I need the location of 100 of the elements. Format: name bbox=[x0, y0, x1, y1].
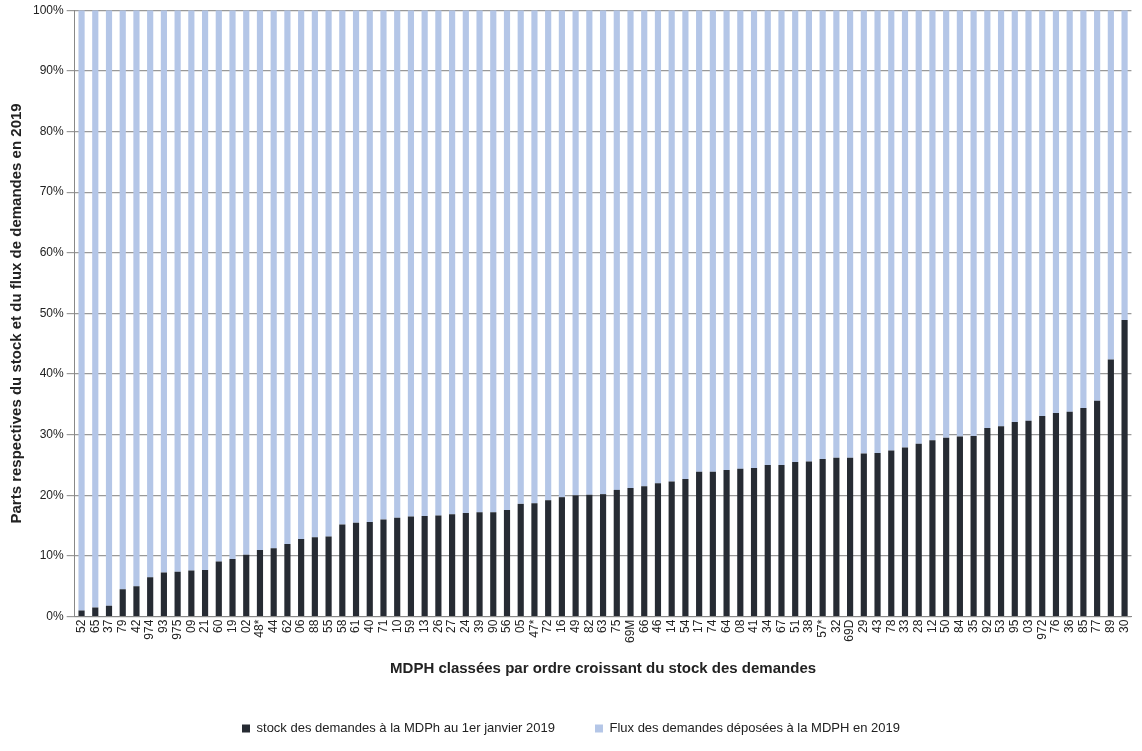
bar bbox=[1107, 10, 1114, 360]
bar bbox=[133, 10, 140, 587]
bar bbox=[311, 10, 318, 538]
x-tick-label: 78 bbox=[883, 619, 898, 634]
bar bbox=[105, 10, 113, 606]
bar bbox=[325, 536, 332, 617]
x-tick-label: 08 bbox=[732, 619, 747, 634]
x-tick-label: 39 bbox=[471, 619, 486, 634]
bar bbox=[421, 515, 428, 617]
x-tick-label: 03 bbox=[1020, 619, 1035, 634]
x-tick-label: 974 bbox=[142, 619, 157, 640]
bar bbox=[490, 10, 497, 513]
bar bbox=[476, 512, 483, 617]
bar bbox=[847, 10, 854, 458]
bar bbox=[256, 10, 264, 550]
bar bbox=[1039, 10, 1046, 416]
x-tick-label: 65 bbox=[87, 619, 102, 634]
bar bbox=[682, 478, 689, 617]
x-tick-label: 29 bbox=[856, 619, 871, 634]
bar bbox=[517, 503, 524, 617]
bar bbox=[586, 494, 593, 617]
bar bbox=[270, 548, 277, 617]
bar bbox=[366, 522, 373, 617]
x-tick-label: 44 bbox=[266, 619, 280, 634]
bar bbox=[435, 515, 442, 617]
bar bbox=[860, 10, 867, 454]
x-tick-label: 41 bbox=[746, 619, 761, 634]
bar bbox=[147, 10, 154, 578]
x-tick-label: 88 bbox=[307, 619, 322, 634]
bar bbox=[956, 436, 963, 617]
bar bbox=[723, 10, 730, 470]
bar bbox=[1025, 420, 1032, 617]
bar bbox=[490, 512, 497, 617]
bar bbox=[174, 571, 181, 617]
x-tick-label: 64 bbox=[718, 619, 733, 634]
bar bbox=[1052, 412, 1060, 617]
bar bbox=[243, 554, 250, 617]
bar bbox=[558, 497, 565, 617]
bar bbox=[915, 443, 922, 617]
bar bbox=[984, 10, 991, 429]
x-tick-label: 37 bbox=[101, 619, 116, 634]
bar bbox=[860, 453, 867, 617]
x-tick-label: 54 bbox=[677, 619, 692, 634]
bar bbox=[641, 486, 648, 617]
x-tick-label: 85 bbox=[1075, 619, 1090, 634]
x-tick-label: 35 bbox=[965, 619, 980, 634]
bar bbox=[1080, 10, 1087, 409]
bar bbox=[901, 10, 909, 448]
bar bbox=[119, 589, 126, 617]
x-tick-label: 61 bbox=[348, 619, 363, 634]
bar bbox=[737, 468, 744, 617]
bar bbox=[174, 10, 181, 572]
x-tick-label: 63 bbox=[595, 619, 610, 634]
bar bbox=[92, 607, 99, 617]
bar bbox=[901, 447, 909, 617]
x-tick-label: 57* bbox=[814, 619, 829, 638]
bar bbox=[407, 10, 415, 517]
bar bbox=[449, 10, 456, 515]
bar bbox=[874, 452, 881, 617]
y-tick-label: 100% bbox=[32, 2, 65, 17]
bar bbox=[750, 468, 758, 617]
y-tick-label: 0% bbox=[46, 608, 65, 623]
bar bbox=[1094, 10, 1101, 401]
x-tick-label: 77 bbox=[1089, 619, 1104, 634]
bar bbox=[792, 10, 799, 463]
bar bbox=[750, 10, 758, 469]
legend-label: Flux des demandes déposées à la MDPH en 2019 bbox=[609, 720, 900, 736]
x-tick-label: 38 bbox=[801, 619, 816, 634]
bar bbox=[641, 10, 648, 487]
bar bbox=[696, 471, 703, 617]
bar bbox=[654, 10, 662, 484]
bar bbox=[1011, 10, 1018, 422]
x-tick-label: 69M bbox=[622, 619, 637, 643]
x-tick-label: 89 bbox=[1103, 619, 1118, 634]
bar bbox=[792, 462, 799, 617]
bar bbox=[558, 10, 565, 498]
bar bbox=[764, 10, 771, 466]
bar bbox=[819, 10, 826, 459]
bar bbox=[243, 10, 250, 555]
bar bbox=[545, 500, 552, 617]
bar bbox=[709, 10, 716, 472]
legend-label: stock des demandes à la MDPh au 1er janvier 2019 bbox=[256, 720, 555, 736]
bar bbox=[394, 10, 401, 518]
x-tick-label: 972 bbox=[1034, 619, 1049, 640]
bar bbox=[325, 10, 332, 537]
y-tick-label: 90% bbox=[39, 63, 65, 78]
bar bbox=[984, 428, 991, 617]
bar bbox=[1039, 415, 1046, 617]
y-tick-label: 60% bbox=[39, 245, 65, 260]
bar bbox=[847, 457, 854, 617]
bar bbox=[201, 569, 209, 617]
bar bbox=[1011, 421, 1018, 617]
x-tick-label: 12 bbox=[924, 619, 939, 634]
bar bbox=[160, 10, 167, 573]
bar bbox=[531, 503, 538, 617]
bar bbox=[613, 10, 620, 490]
bar bbox=[201, 10, 209, 570]
x-tick-label: 66 bbox=[636, 619, 651, 634]
bar bbox=[970, 10, 977, 436]
x-tick-label: 30 bbox=[1116, 619, 1131, 634]
